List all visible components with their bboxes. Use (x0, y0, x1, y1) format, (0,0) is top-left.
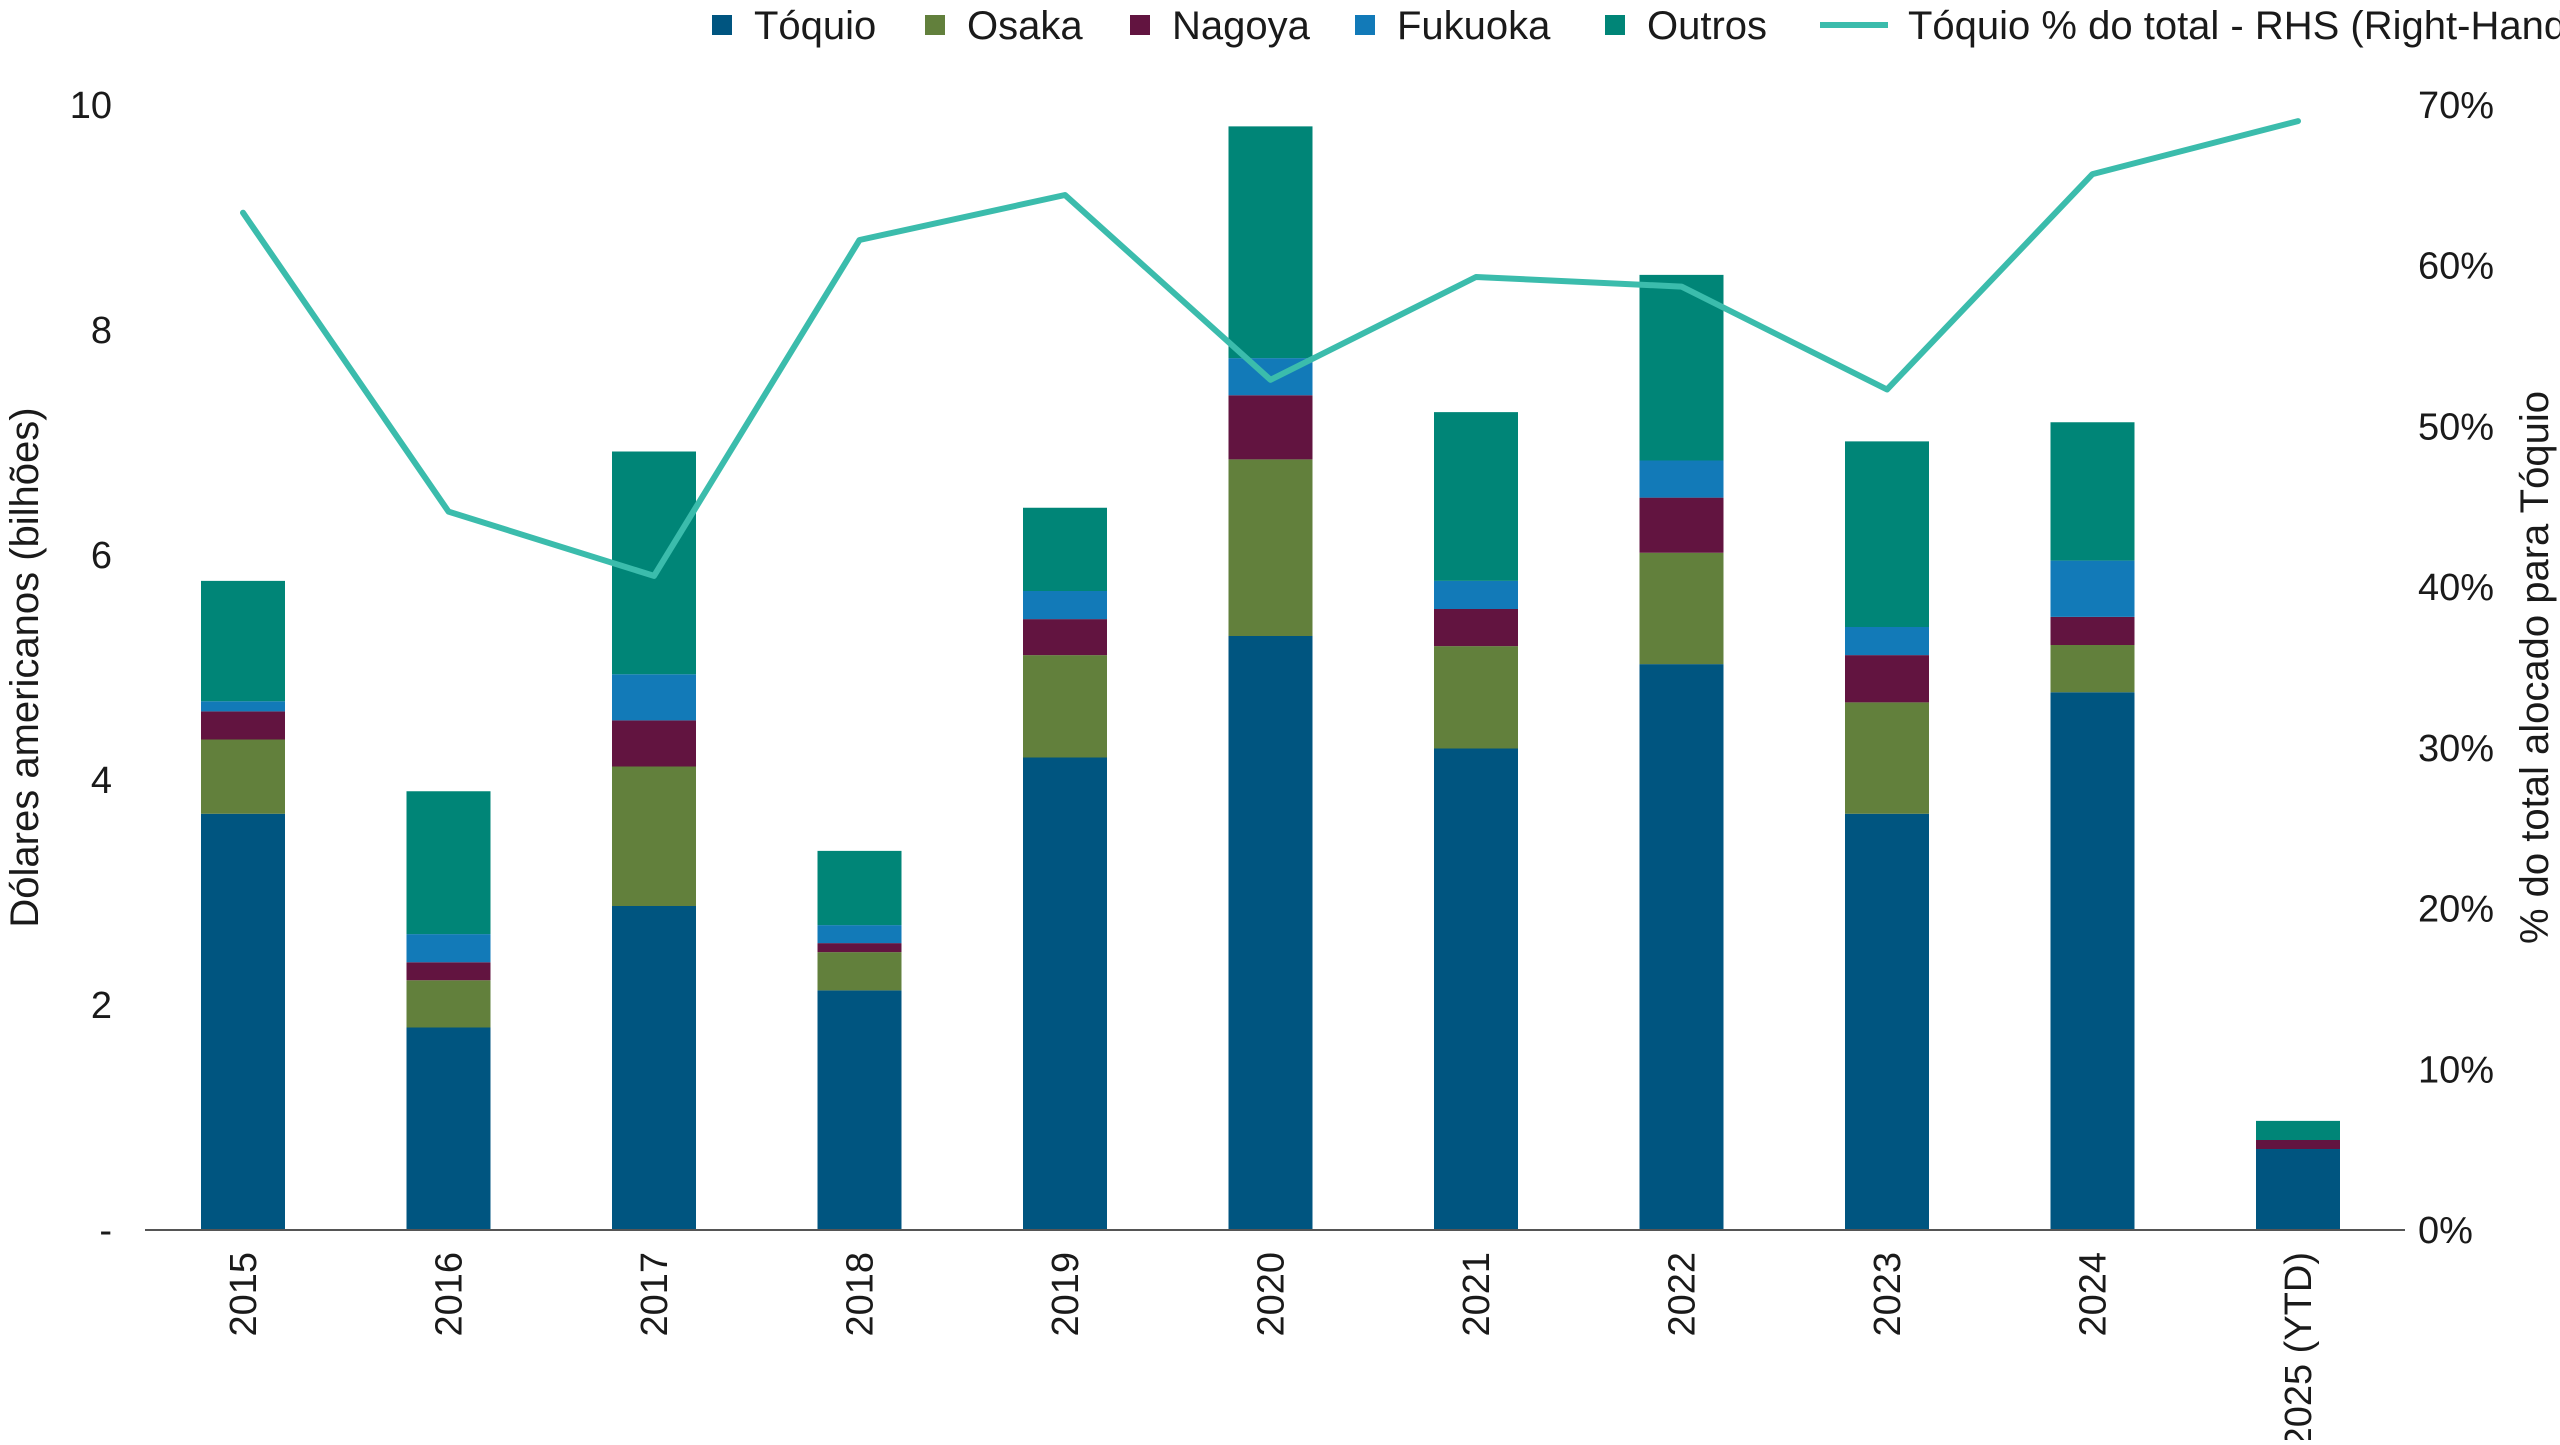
bar-segment (612, 766, 696, 906)
x-tick-label: 2016 (429, 1252, 471, 1337)
legend: Tóquio Osaka Nagoya Fukuoka Outros Tóquio % d… (712, 4, 2560, 48)
bar-segment (1639, 664, 1724, 1230)
x-tick-label: 2025 (YTD) (2278, 1252, 2320, 1440)
x-tick-label: 2021 (1456, 1252, 1498, 1337)
axes: - 2 4 6 8 10 0% 10% 20% 30% 40% 50% 60% 70% 2015 2016 20… (70, 85, 2494, 1445)
bar-segment (1228, 459, 1313, 636)
y-right-tick-label: 30% (2418, 728, 2494, 770)
bar-segment (1228, 636, 1313, 1230)
bar-segment (201, 580, 285, 702)
y-left-tick-label: 4 (91, 760, 112, 802)
bar-segment (1023, 591, 1107, 620)
bar-segment (406, 791, 491, 935)
bars (201, 126, 2340, 1230)
bar-segment (1023, 757, 1107, 1230)
bar-segment (1845, 627, 1929, 656)
bar-segment (1023, 507, 1107, 591)
bar-segment (2050, 560, 2135, 617)
bar-segment (612, 451, 696, 675)
legend-swatch (712, 15, 732, 35)
legend-label: Outros (1647, 4, 1767, 48)
tokyo-share-line (240, 118, 2301, 579)
bar-segment (817, 925, 902, 944)
bar-segment (1434, 646, 1518, 749)
y-right-tick-label: 20% (2418, 889, 2494, 931)
bar-segment (2050, 616, 2135, 645)
legend-label: Fukuoka (1397, 4, 1551, 48)
x-tick-label: 2022 (1662, 1252, 1704, 1337)
y-left-tick-label: 10 (70, 85, 112, 127)
bar-segment (2050, 422, 2135, 561)
y-right-tick-label: 60% (2418, 246, 2494, 288)
bar-segment (1845, 441, 1929, 627)
bar-segment (612, 906, 696, 1230)
bar-segment (2050, 692, 2135, 1230)
bar-segment (1228, 395, 1313, 460)
bar-segment (817, 850, 902, 926)
bar-segment (612, 720, 696, 767)
bar-segment (1639, 460, 1724, 498)
legend-label: Osaka (967, 4, 1083, 48)
y-right-tick-label: 10% (2418, 1049, 2494, 1091)
bar-segment (2256, 1149, 2340, 1230)
legend-label: Nagoya (1172, 4, 1311, 48)
x-tick-label: 2018 (840, 1252, 882, 1337)
line-series (240, 118, 2301, 579)
bar-segment (2256, 1140, 2340, 1149)
legend-swatch (1605, 15, 1625, 35)
y-axis-right-title: % do total alocado para Tóquio (2513, 391, 2557, 944)
bar-segment (1434, 580, 1518, 609)
x-tick-label: 2024 (2073, 1252, 2115, 1337)
bar-segment (1845, 655, 1929, 703)
x-tick-label: 2015 (223, 1252, 265, 1337)
y-left-tick-label: 6 (91, 535, 112, 577)
bar-segment (201, 739, 285, 814)
x-tick-label: 2019 (1045, 1252, 1087, 1337)
x-tick-label: 2023 (1867, 1252, 1909, 1337)
bar-segment (817, 952, 902, 991)
legend-swatch (925, 15, 945, 35)
legend-label: Tóquio % do total - RHS (Right-Hand Side… (1908, 4, 2560, 48)
bar-segment (817, 943, 902, 953)
x-tick-label: 2017 (634, 1252, 676, 1337)
bar-segment (2256, 1120, 2340, 1140)
bar-segment (612, 674, 696, 721)
y-left-tick-label: 8 (91, 310, 112, 352)
bar-segment (1639, 274, 1724, 461)
y-right-tick-label: 70% (2418, 85, 2494, 127)
y-axis-left-title: Dólares americanos (bilhões) (3, 407, 47, 927)
y-left-tick-label: - (99, 1210, 112, 1252)
y-right-tick-label: 40% (2418, 567, 2494, 609)
bar-segment (201, 711, 285, 740)
bar-segment (406, 934, 491, 963)
bar-segment (1845, 702, 1929, 814)
y-right-tick-label: 0% (2418, 1210, 2473, 1252)
bar-segment (817, 990, 902, 1230)
y-right-tick-label: 50% (2418, 406, 2494, 448)
y-left-tick-label: 2 (91, 985, 112, 1027)
bar-segment (2050, 645, 2135, 693)
bar-segment (1228, 126, 1313, 359)
bar-segment (1434, 748, 1518, 1230)
bar-segment (1023, 655, 1107, 758)
bar-segment (1434, 609, 1518, 647)
bar-segment (406, 980, 491, 1028)
bar-segment (1639, 497, 1724, 553)
bar-segment (406, 1027, 491, 1230)
bar-segment (1845, 813, 1929, 1230)
legend-swatch (1355, 15, 1375, 35)
legend-swatch (1130, 15, 1150, 35)
bar-segment (1639, 552, 1724, 665)
bar-segment (406, 962, 491, 981)
legend-label: Tóquio (754, 4, 876, 48)
bar-segment (201, 701, 285, 712)
bar-segment (1434, 412, 1518, 581)
bar-segment (201, 813, 285, 1230)
bar-segment (1023, 619, 1107, 656)
x-tick-label: 2020 (1251, 1252, 1293, 1337)
